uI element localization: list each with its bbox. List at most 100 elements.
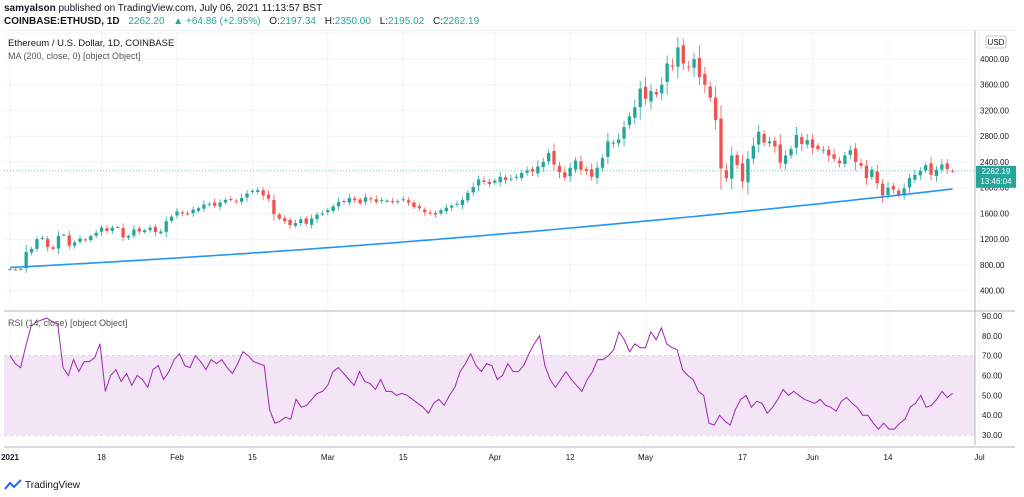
candle-body [638, 88, 642, 108]
candle-body [234, 200, 238, 202]
candle-body [353, 198, 357, 200]
brand-label: TradingView [25, 479, 81, 491]
candle-body [369, 198, 373, 200]
candle-body [541, 161, 545, 168]
candle-body [611, 142, 615, 144]
candle-body [94, 232, 98, 236]
candle-body [450, 205, 454, 208]
rsi-tick-label: 40.00 [982, 411, 1003, 420]
candle-body [633, 107, 637, 118]
candle-body [385, 200, 389, 202]
candle-body [676, 47, 680, 67]
candle-body [164, 221, 168, 232]
candle-body [579, 161, 583, 170]
candle-body [116, 226, 120, 228]
time-tick-label: 2021 [1, 453, 19, 462]
candle-body [455, 203, 459, 205]
candle-body [433, 213, 438, 215]
usd-badge: USD [985, 35, 1007, 49]
candle-body [600, 158, 605, 168]
candle-body [218, 202, 222, 207]
candle-body [213, 202, 217, 206]
candle-body [288, 220, 292, 226]
candle-body [525, 170, 529, 173]
candle-body [423, 209, 427, 213]
time-axis[interactable]: 2021 18 Feb 15 Mar 15 Apr 12 May 17 Jun 14 Jul [1, 453, 985, 462]
candle-body [223, 199, 228, 203]
rsi-legend: RSI (14, close) [object Object] [8, 318, 128, 328]
candle-body [800, 137, 804, 144]
high-label: H: [324, 16, 335, 27]
candle-body [821, 149, 826, 151]
candle-body [875, 171, 879, 184]
candle-body [51, 247, 55, 249]
candle-body [482, 180, 486, 182]
candle-body [595, 167, 599, 178]
candle-body [229, 198, 233, 200]
candle-body [783, 155, 788, 164]
candle-body [56, 235, 61, 249]
rsi-band [4, 355, 975, 436]
candle-body [126, 235, 131, 238]
candle-body [207, 203, 211, 205]
candle-body [810, 139, 815, 148]
rsi-axis[interactable]: 30.00 40.00 50.00 60.00 70.00 80.00 90.00 [982, 312, 1003, 440]
publish-line: samyalson published on TradingView.com, … [4, 3, 322, 14]
price-axis[interactable]: 400.00 800.00 1200.00 1600.00 2000.00 2400.00… [980, 55, 1009, 296]
candle-body [859, 163, 863, 166]
price-tick-label: 3600.00 [980, 81, 1009, 90]
close-value: 2262.19 [442, 16, 480, 27]
price-tick-label: 1200.00 [980, 235, 1009, 244]
candle-body [950, 170, 955, 172]
chart-title: Ethereum / U.S. Dollar, 1D, COINBASE [8, 38, 175, 49]
candle-body [546, 152, 551, 162]
tradingview-logo[interactable]: TradingView [4, 479, 80, 491]
candle-body [466, 192, 470, 201]
candle-body [304, 218, 308, 224]
candle-body [78, 238, 82, 242]
candle-body [848, 150, 852, 155]
candle-body [827, 149, 831, 156]
candle-body [476, 179, 481, 186]
candle-body [326, 210, 330, 213]
candle-body [670, 65, 675, 67]
candle-body [8, 269, 12, 271]
candle-body [417, 206, 422, 209]
candle-body [681, 45, 685, 64]
candle-body [886, 187, 890, 195]
candle-body [35, 239, 39, 249]
published-text: published on TradingView.com, July 06, 2… [58, 3, 323, 14]
candle-body [590, 169, 594, 177]
high-value: 2350.00 [334, 16, 371, 27]
candle-body [880, 183, 885, 196]
time-tick-label: Feb [170, 453, 184, 462]
candle-body [746, 158, 750, 183]
candle-body [843, 155, 847, 164]
candle-body [940, 164, 944, 170]
candle-body [913, 174, 917, 180]
candle-body [169, 216, 174, 221]
candle-body [72, 242, 77, 246]
candle-body [870, 169, 874, 177]
candle-body [897, 190, 901, 196]
price-tick-label: 2800.00 [980, 132, 1009, 141]
candle-body [331, 206, 335, 212]
candle-body [945, 163, 949, 170]
low-label: L: [379, 16, 389, 27]
time-tick-label: 15 [399, 453, 408, 462]
candle-body [514, 176, 518, 178]
candles [8, 37, 955, 273]
price-tag: 2262.19 13:46:04 [976, 165, 1016, 188]
rsi-tick-label: 90.00 [982, 312, 1003, 321]
price-tick-label: 3200.00 [980, 106, 1009, 115]
candlestick-chart[interactable]: 400.00 800.00 1200.00 1600.00 2000.00 2400.00… [0, 30, 1024, 470]
time-tick-label: 18 [97, 453, 106, 462]
candle-body [40, 237, 44, 239]
candle-body [191, 209, 195, 214]
candle-body [159, 231, 163, 234]
candle-body [444, 207, 448, 212]
candle-body [606, 141, 610, 157]
candle-body [643, 86, 648, 99]
candle-body [363, 197, 368, 202]
low-value: 2195.02 [388, 16, 425, 27]
